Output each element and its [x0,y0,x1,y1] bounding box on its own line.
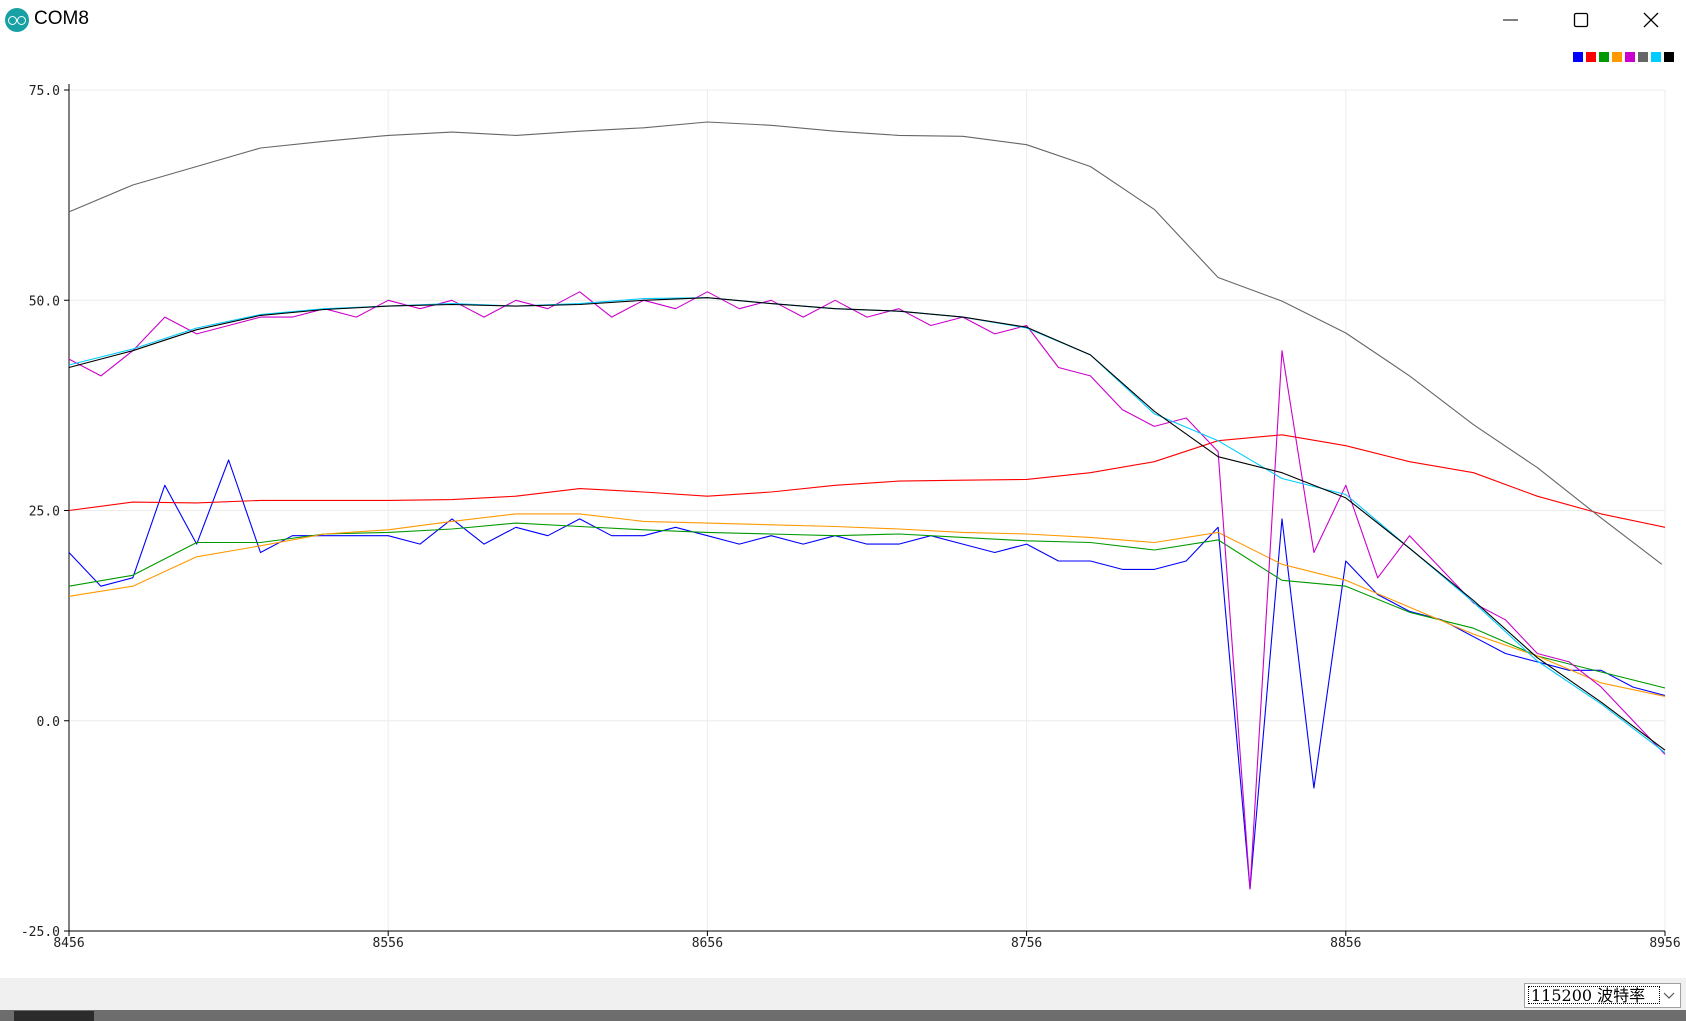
minimize-icon [1503,19,1518,21]
series-line-1 [68,459,1666,890]
x-tick-label: 8656 [692,936,723,951]
series-line-2 [68,434,1666,528]
y-tick-label: 25.0 [29,505,60,520]
x-tick-label: 8456 [53,936,84,951]
close-button[interactable] [1616,0,1686,40]
window-title: COM8 [34,8,89,29]
maximize-button[interactable] [1546,0,1616,40]
y-tick-label: 0.0 [37,715,60,730]
baud-rate-value: 115200 波特率 [1528,986,1660,1005]
minimize-button[interactable] [1476,0,1546,40]
series-line-5 [68,291,1666,890]
legend-swatch-8 [1664,52,1674,62]
series-line-7 [68,297,1666,754]
footer-bar [0,978,1686,1010]
y-tick-label: 50.0 [29,294,60,309]
close-icon [1643,12,1659,28]
legend-swatch-2 [1586,52,1596,62]
baud-rate-select[interactable]: 115200 波特率 [1524,983,1681,1008]
maximize-icon [1573,12,1589,28]
legend-swatch-1 [1573,52,1583,62]
series-line-4 [68,513,1666,697]
taskbar-strip [0,1010,1686,1021]
series-legend [1573,52,1674,62]
arduino-icon [5,8,29,32]
x-tick-label: 8756 [1011,936,1042,951]
legend-swatch-4 [1612,52,1622,62]
legend-swatch-6 [1638,52,1648,62]
legend-swatch-3 [1599,52,1609,62]
series-line-8 [68,297,1666,751]
taskbar-item[interactable] [14,1011,94,1021]
chevron-down-icon [1663,992,1675,999]
x-tick-label: 8556 [373,936,404,951]
series-line-3 [68,522,1666,689]
x-tick-label: 8956 [1649,936,1680,951]
legend-swatch-7 [1651,52,1661,62]
legend-swatch-5 [1625,52,1635,62]
title-bar: COM8 [0,0,1686,40]
series-line-6 [68,121,1663,565]
x-tick-label: 8856 [1330,936,1361,951]
y-tick-label: -25.0 [21,925,60,940]
y-tick-label: 75.0 [29,84,60,99]
